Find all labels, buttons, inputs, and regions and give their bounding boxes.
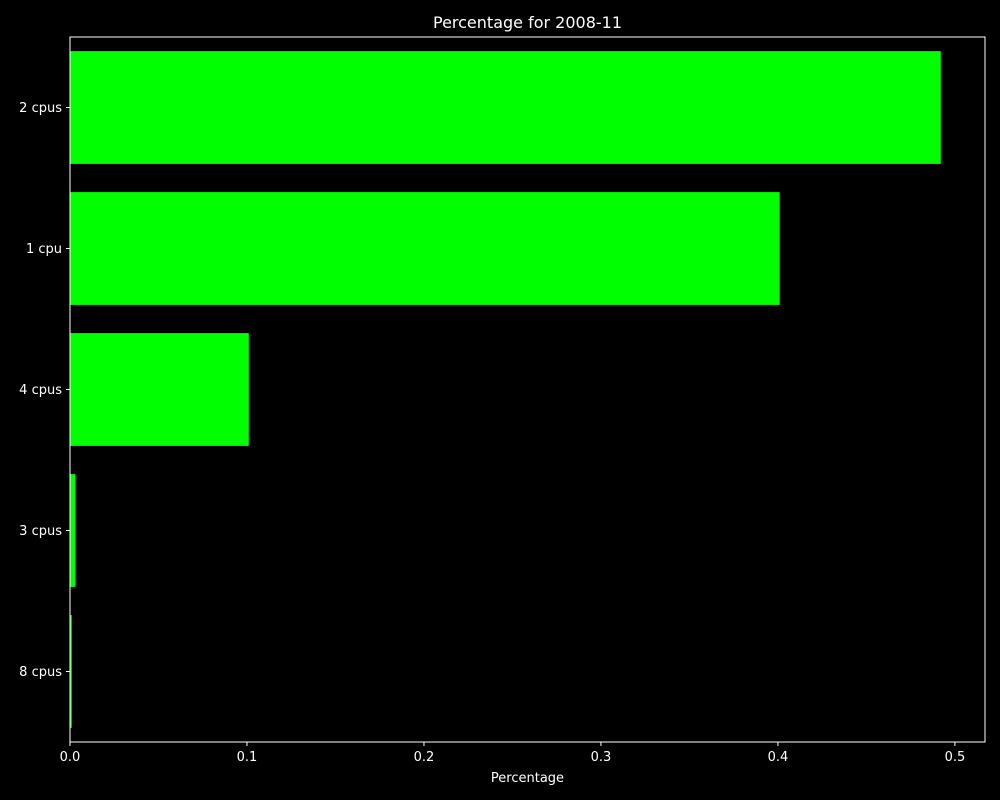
x-tick-label: 0.3 xyxy=(591,750,612,765)
bar-8-cpus xyxy=(70,615,72,728)
bar-1-cpu xyxy=(70,192,780,305)
x-tick-label: 0.2 xyxy=(414,750,435,765)
y-axis-ticks: 2 cpus 1 cpu 4 cpus 3 cpus 8 cpus xyxy=(19,101,70,680)
bar-4-cpus xyxy=(70,333,249,446)
x-tick-label: 0.1 xyxy=(237,750,258,765)
bar-2-cpus xyxy=(70,51,941,164)
x-axis-label: Percentage xyxy=(491,771,564,786)
x-axis-ticks: 0.0 0.1 0.2 0.3 0.4 0.5 xyxy=(60,742,966,765)
bars-group xyxy=(70,51,941,728)
x-tick-label: 0.5 xyxy=(945,750,966,765)
chart-title: Percentage for 2008-11 xyxy=(433,13,622,32)
y-tick-label: 4 cpus xyxy=(19,383,62,398)
y-tick-label: 1 cpu xyxy=(26,242,62,257)
y-tick-label: 8 cpus xyxy=(19,665,62,680)
bar-3-cpus xyxy=(70,474,76,587)
y-tick-label: 2 cpus xyxy=(19,101,62,116)
x-tick-label: 0.0 xyxy=(60,750,81,765)
x-tick-label: 0.4 xyxy=(768,750,789,765)
y-tick-label: 3 cpus xyxy=(19,524,62,539)
